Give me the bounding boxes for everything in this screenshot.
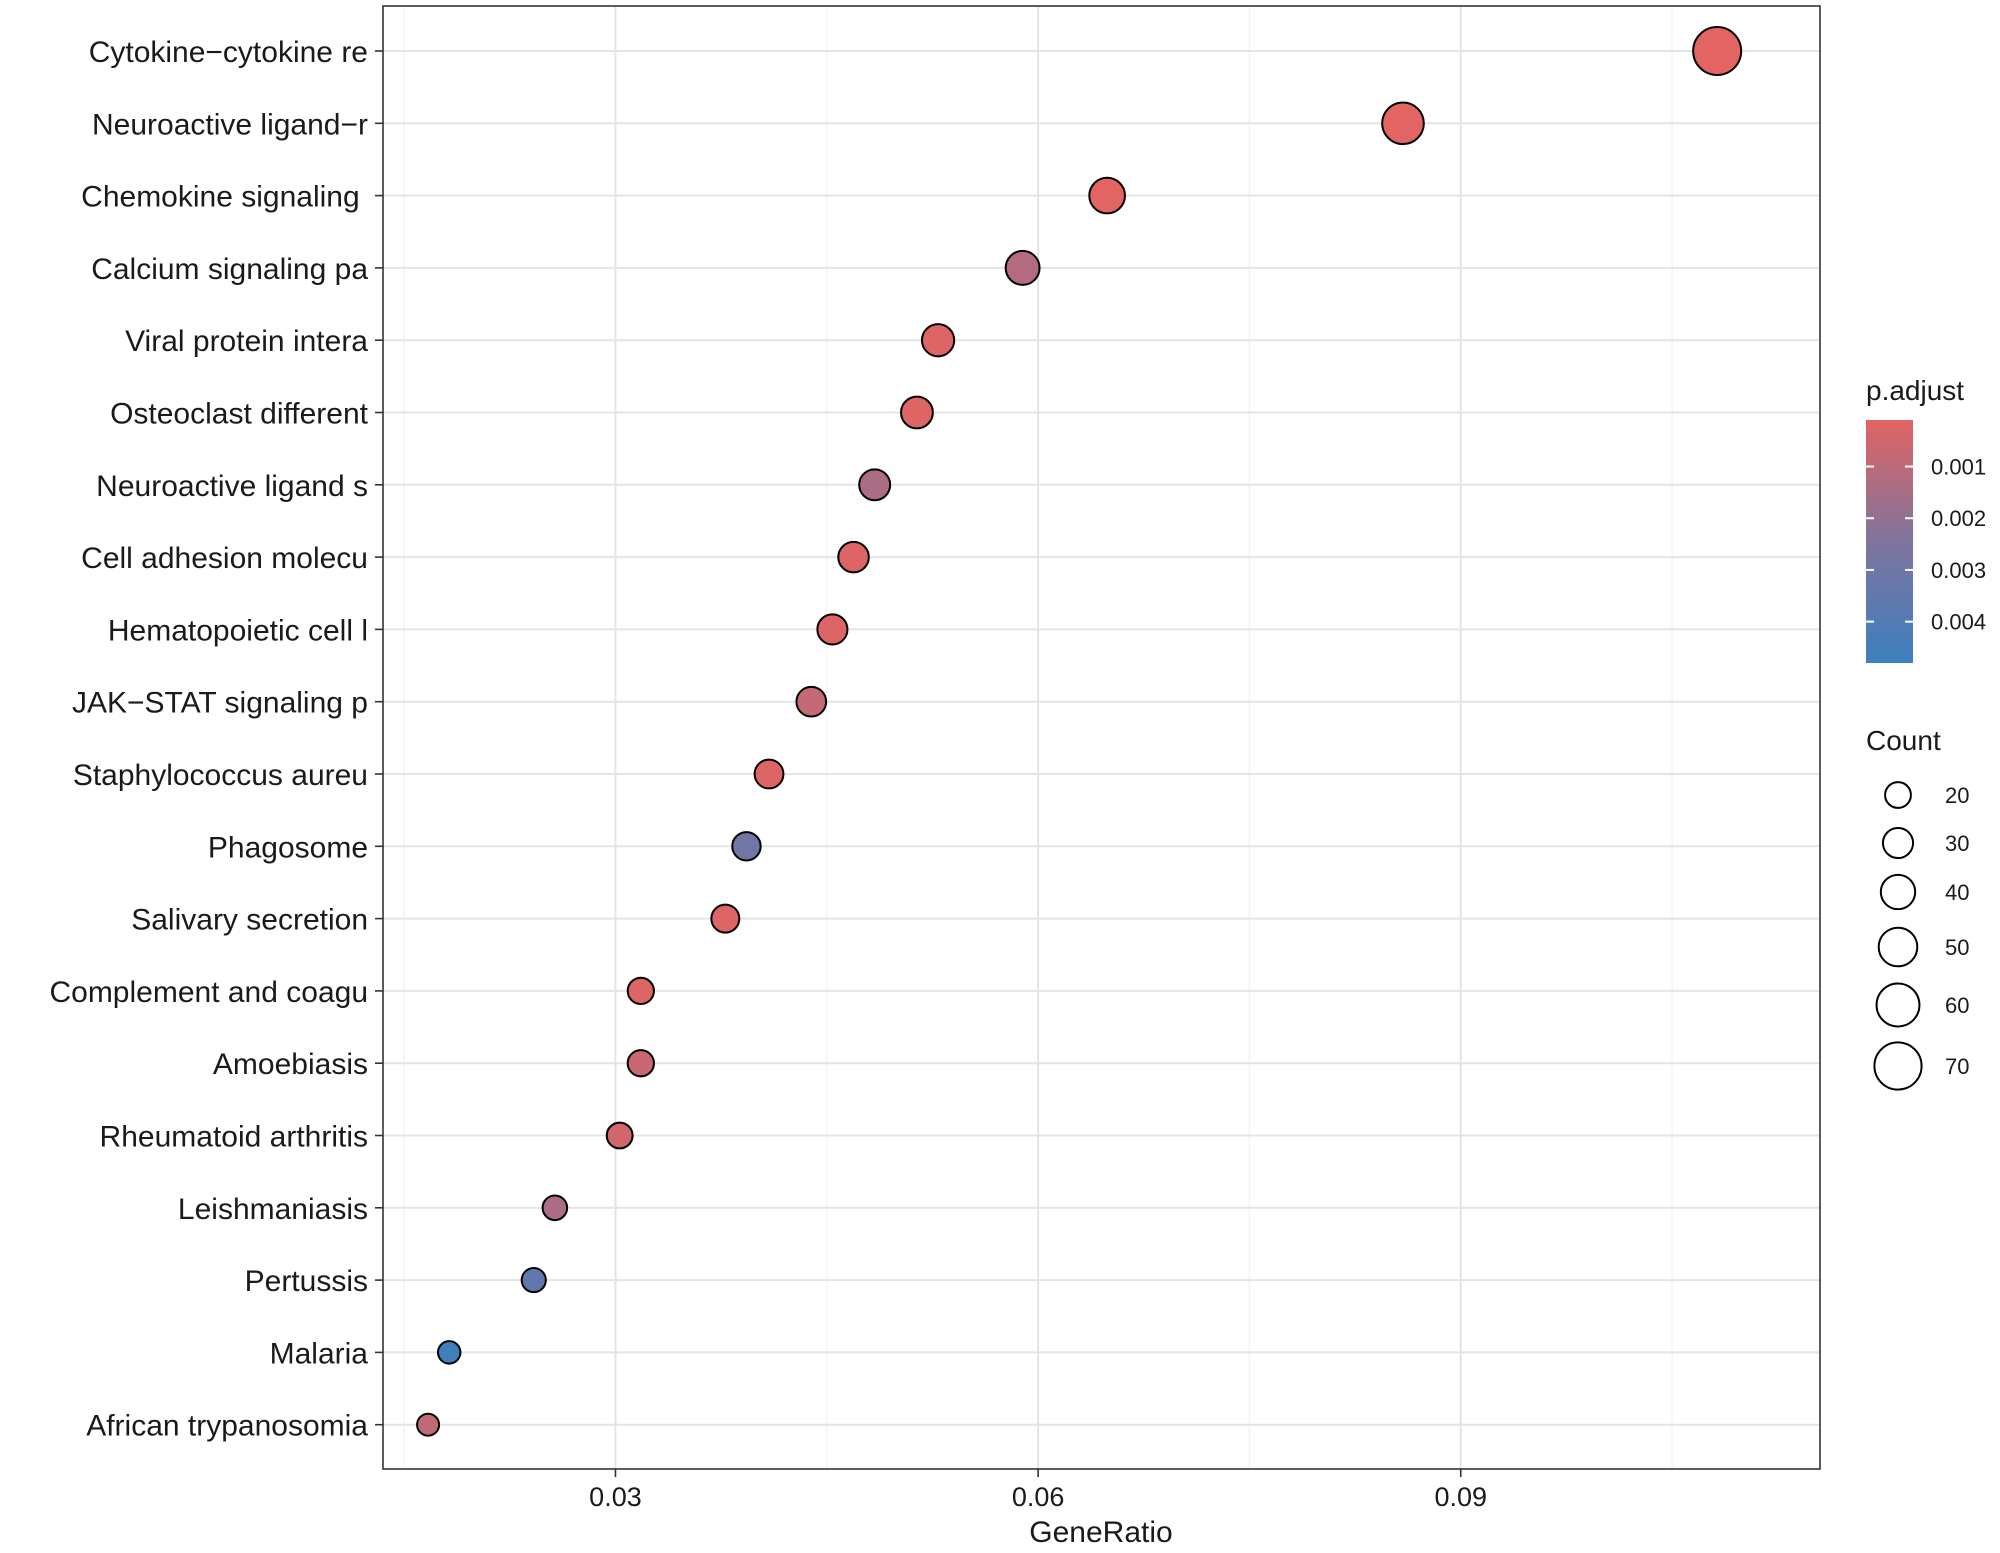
size-legend-label: 40 — [1945, 880, 1969, 905]
y-tick-label: Calcium signaling pa — [91, 253, 368, 286]
data-points — [416, 26, 1743, 1437]
data-point — [816, 613, 849, 646]
data-point — [416, 1412, 441, 1437]
data-point — [605, 1121, 634, 1150]
data-point — [858, 468, 892, 502]
size-legend-label: 30 — [1945, 831, 1969, 856]
size-legend: Count 20 30 40 50 60 70 — [1866, 725, 1969, 1091]
y-tick-label: African trypanosomia — [86, 1410, 368, 1443]
data-point — [1004, 249, 1041, 286]
data-point — [1381, 101, 1425, 146]
data-point — [710, 903, 741, 934]
size-legend-circle — [1879, 873, 1917, 911]
y-tick-label: Hematopoietic cell l — [108, 614, 368, 647]
data-point — [437, 1340, 462, 1365]
x-axis-ticks: 0.03 0.06 0.09 — [589, 1469, 1487, 1512]
y-tick-label: Viral protein intera — [125, 325, 368, 358]
grid-lines — [383, 6, 1820, 1469]
y-tick-label: Salivary secretion — [131, 904, 368, 937]
size-legend-circle — [1873, 1041, 1923, 1091]
data-point — [753, 758, 785, 790]
color-legend-label: 0.001 — [1931, 455, 1986, 480]
size-legend-circle — [1877, 926, 1919, 968]
x-tick-label: 0.03 — [589, 1482, 642, 1512]
y-tick-label: Rheumatoid arthritis — [100, 1121, 368, 1154]
y-tick-label: Cell adhesion molecu — [81, 542, 368, 575]
y-tick-label: Neuroactive ligand s — [96, 470, 368, 503]
data-point — [731, 831, 762, 862]
panel-border — [382, 5, 1821, 1470]
size-legend-circle — [1884, 781, 1912, 809]
size-legend-label: 50 — [1945, 935, 1969, 960]
y-tick-label: Leishmaniasis — [178, 1193, 368, 1226]
y-tick-label: Complement and coagu — [49, 976, 368, 1009]
data-point — [900, 395, 934, 430]
y-tick-label: Osteoclast different — [110, 398, 369, 431]
size-legend-label: 20 — [1945, 783, 1969, 808]
x-tick-label: 0.09 — [1434, 1482, 1487, 1512]
size-legend-title: Count — [1866, 725, 1941, 756]
color-legend-bar — [1866, 420, 1913, 663]
data-point — [520, 1267, 547, 1294]
color-legend-label: 0.003 — [1931, 558, 1986, 583]
color-legend-label: 0.002 — [1931, 506, 1986, 531]
color-legend: p.adjust 0.001 0.002 0.003 0.004 — [1866, 375, 1986, 663]
data-point — [626, 976, 655, 1006]
size-legend-label: 70 — [1945, 1054, 1969, 1079]
size-legend-circle — [1875, 982, 1921, 1028]
color-legend-label: 0.004 — [1931, 610, 1986, 635]
data-point — [541, 1194, 569, 1222]
data-point — [837, 540, 870, 574]
size-legend-label: 60 — [1945, 993, 1969, 1018]
y-tick-label: Neuroactive ligand−r — [92, 108, 368, 141]
y-tick-label: Pertussis — [245, 1265, 368, 1298]
y-tick-label: Malaria — [270, 1337, 369, 1370]
color-legend-title: p.adjust — [1866, 375, 1964, 406]
data-point — [626, 1049, 655, 1078]
y-tick-label: Phagosome — [208, 831, 368, 864]
data-point — [1692, 26, 1743, 76]
y-tick-label: Cytokine−cytokine re — [89, 36, 368, 69]
y-tick-label: Chemokine signaling — [81, 181, 368, 214]
data-point — [795, 685, 828, 718]
y-tick-label: Staphylococcus aureu — [73, 759, 368, 792]
y-axis-ticks: Cytokine−cytokine re Neuroactive ligand−r… — [49, 36, 383, 1443]
y-tick-label: JAK−STAT signaling p — [72, 687, 368, 720]
data-point — [920, 323, 956, 358]
data-point — [1088, 176, 1126, 215]
size-legend-circle — [1881, 826, 1915, 860]
x-axis-title: GeneRatio — [1029, 1516, 1172, 1549]
y-tick-label: Amoebiasis — [213, 1048, 368, 1081]
x-tick-label: 0.06 — [1012, 1482, 1065, 1512]
